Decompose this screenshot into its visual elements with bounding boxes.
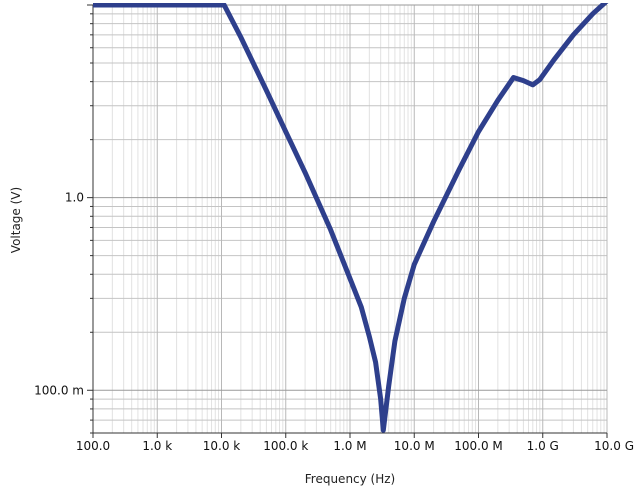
x-tick-label: 1.0 k	[142, 439, 172, 453]
y-tick-label: 1.0	[65, 191, 84, 205]
x-tick-label: 1.0 G	[527, 439, 559, 453]
x-tick-label: 10.0 k	[203, 439, 241, 453]
x-tick-label: 10.0 M	[394, 439, 435, 453]
voltage-series-line	[93, 3, 609, 433]
y-tick-label: 100.0 m	[34, 383, 84, 397]
x-axis-title: Frequency (Hz)	[305, 472, 396, 486]
x-tick-label: 100.0 k	[263, 439, 308, 453]
y-axis-title: Voltage (V)	[9, 187, 23, 253]
x-tick-label: 100.0 M	[454, 439, 503, 453]
series-group	[93, 3, 609, 433]
y-tick-labels: 100.0 m 1.0	[34, 191, 84, 398]
x-tick-label: 10.0 G	[594, 439, 634, 453]
x-tick-labels: 100.0 1.0 k 10.0 k 100.0 k 1.0 M 10.0 M 100.0 …	[76, 439, 634, 453]
x-tick-label: 1.0 M	[333, 439, 366, 453]
plot-axes	[87, 4, 608, 438]
x-tick-label: 100.0	[76, 439, 110, 453]
